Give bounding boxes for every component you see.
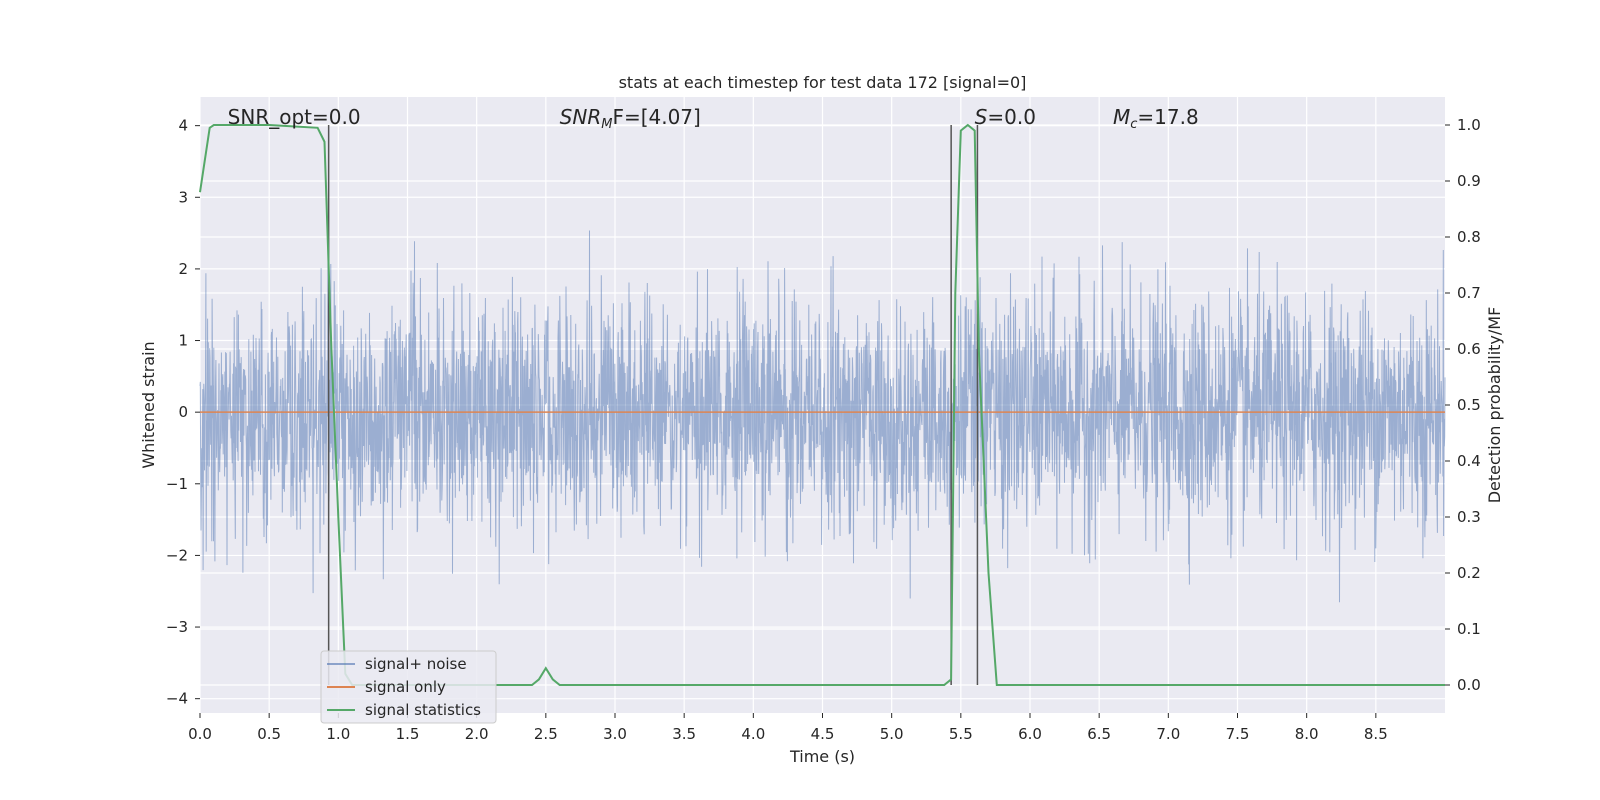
x-tick-label: 8.0 bbox=[1295, 725, 1319, 743]
left-y-tick-label: 0 bbox=[178, 403, 188, 421]
left-y-tick-label: 2 bbox=[178, 260, 188, 278]
annotation-0: SNR_opt=0.0 bbox=[228, 105, 361, 129]
series-signal-statistics bbox=[199, 123, 1445, 686]
x-tick-label: 7.0 bbox=[1156, 725, 1180, 743]
right-y-tick-label: 0.3 bbox=[1457, 508, 1481, 526]
right-y-tick-label: 0.1 bbox=[1457, 620, 1481, 638]
legend-entry-signal-only: signal only bbox=[365, 678, 446, 696]
left-y-axis-label: Whitened strain bbox=[139, 341, 158, 468]
annotation-1: SNRMF=[4.07] bbox=[560, 105, 701, 132]
x-tick-label: 2.0 bbox=[465, 725, 489, 743]
right-y-axis-ticks: 0.0 0.1 0.2 0.3 0.4 0.5 0.6 0.7 0.8 0.9 1.0 bbox=[1445, 116, 1481, 694]
right-y-tick-label: 0.8 bbox=[1457, 228, 1481, 246]
x-tick-label: 4.5 bbox=[811, 725, 835, 743]
left-y-tick-label: −4 bbox=[166, 690, 188, 708]
series-signal-noise bbox=[199, 230, 1446, 603]
x-tick-label: 5.0 bbox=[880, 725, 904, 743]
left-y-tick-label: −3 bbox=[166, 618, 188, 636]
left-y-axis-ticks: −4 −3 −2 −1 0 1 2 3 4 bbox=[166, 117, 200, 708]
x-tick-label: 2.5 bbox=[534, 725, 558, 743]
right-y-tick-label: 0.7 bbox=[1457, 284, 1481, 302]
right-y-tick-label: 0.9 bbox=[1457, 172, 1481, 190]
x-axis-label: Time (s) bbox=[789, 747, 855, 766]
x-tick-label: 0.5 bbox=[257, 725, 281, 743]
right-y-tick-label: 0.6 bbox=[1457, 340, 1481, 358]
x-tick-label: 4.0 bbox=[741, 725, 765, 743]
annotations: SNR_opt=0.0 SNRMF=[4.07] S=0.0 Mc=17.8 bbox=[228, 105, 1199, 132]
right-y-axis-label: Detection probability/MF bbox=[1485, 307, 1504, 504]
left-y-tick-label: 3 bbox=[178, 188, 188, 206]
legend: signal+ noise signal only signal statist… bbox=[320, 650, 497, 724]
x-tick-label: 6.5 bbox=[1087, 725, 1111, 743]
right-y-tick-label: 0.0 bbox=[1457, 676, 1481, 694]
left-y-tick-label: 1 bbox=[178, 332, 188, 350]
legend-entry-signal-statistics: signal statistics bbox=[365, 701, 481, 719]
left-y-tick-label: −1 bbox=[166, 475, 188, 493]
x-axis-ticks: 0.0 0.5 1.0 1.5 2.0 2.5 3.0 3.5 4.0 4.5 5.0 5.5 6.0 6… bbox=[188, 713, 1388, 743]
left-y-tick-label: −2 bbox=[166, 546, 188, 564]
annotation-2: S=0.0 bbox=[975, 105, 1036, 129]
x-tick-label: 7.5 bbox=[1226, 725, 1250, 743]
right-y-tick-label: 1.0 bbox=[1457, 116, 1481, 134]
x-tick-label: 0.0 bbox=[188, 725, 212, 743]
chart-title: stats at each timestep for test data 172… bbox=[619, 73, 1027, 92]
x-tick-label: 3.5 bbox=[672, 725, 696, 743]
annotation-3: Mc=17.8 bbox=[1113, 105, 1199, 132]
right-y-tick-label: 0.4 bbox=[1457, 452, 1481, 470]
x-tick-label: 1.5 bbox=[396, 725, 420, 743]
x-tick-label: 8.5 bbox=[1364, 725, 1388, 743]
right-y-tick-label: 0.5 bbox=[1457, 396, 1481, 414]
x-tick-label: 1.0 bbox=[326, 725, 350, 743]
signal-noise-line bbox=[199, 230, 1446, 603]
legend-entry-signal-noise: signal+ noise bbox=[365, 655, 467, 673]
left-y-tick-label: 4 bbox=[178, 117, 188, 135]
right-y-tick-label: 0.2 bbox=[1457, 564, 1481, 582]
x-tick-label: 5.5 bbox=[949, 725, 973, 743]
x-tick-label: 3.0 bbox=[603, 725, 627, 743]
x-tick-label: 6.0 bbox=[1018, 725, 1042, 743]
legend-box bbox=[320, 650, 497, 724]
signal-statistics-line bbox=[199, 123, 1445, 686]
